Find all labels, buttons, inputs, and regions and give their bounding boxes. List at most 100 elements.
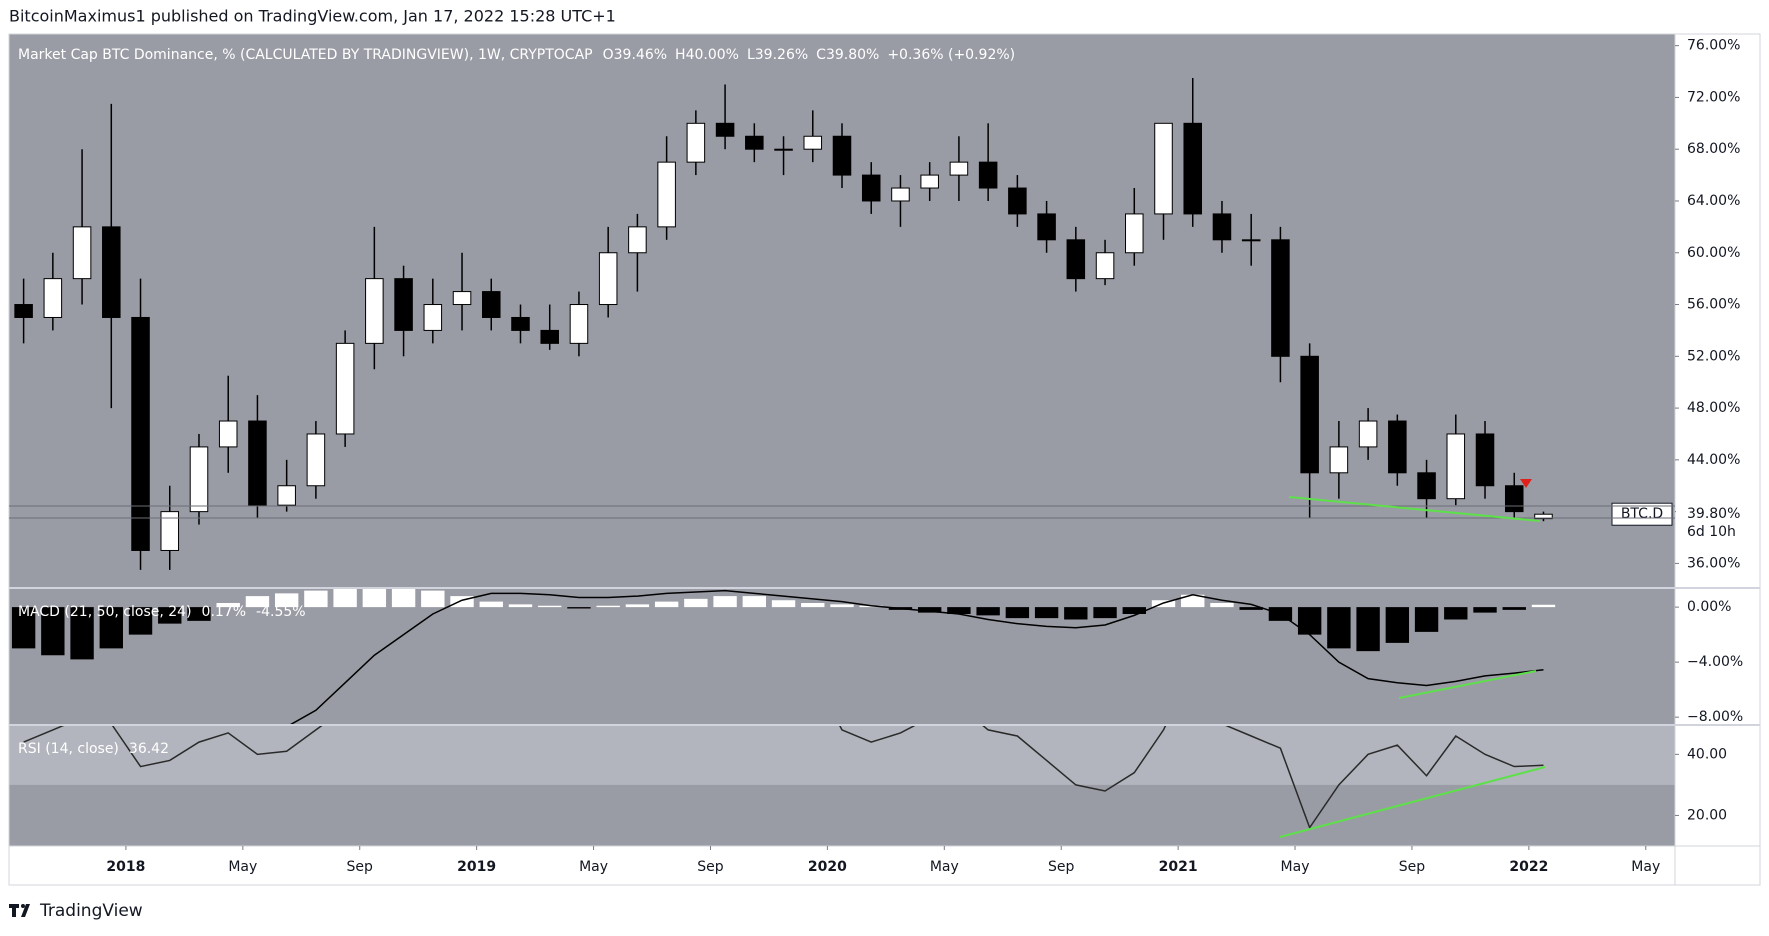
y-tick-label: 36.00% [1687, 555, 1740, 571]
candle-body [1329, 446, 1349, 474]
trendline [1279, 766, 1546, 838]
macd-histogram-bar [567, 607, 591, 609]
candle-body [774, 148, 793, 151]
ohlc-key: H [675, 47, 686, 63]
macd-histogram-bar [274, 593, 299, 608]
candle-body [1475, 433, 1495, 487]
macd-histogram-bar [713, 596, 737, 608]
candle-body [306, 433, 326, 487]
macd-histogram-bar [158, 607, 182, 624]
candle-body [978, 161, 998, 189]
macd-histogram-bar [1093, 607, 1117, 619]
macd-histogram-bar [654, 601, 679, 608]
macd-histogram-bar [304, 590, 328, 608]
macd-histogram-bar [1181, 594, 1205, 608]
price-legend: Market Cap BTC Dominance, % (CALCULATED … [18, 47, 1015, 63]
macd-histogram-bar [187, 607, 211, 621]
candle-body [394, 278, 413, 331]
x-tick-label: 2022 [1509, 859, 1548, 875]
rsi-legend: RSI (14, close) 36.42 [18, 741, 169, 757]
x-tick-label: 2019 [457, 859, 496, 875]
x-tick-label: Sep [1399, 859, 1426, 875]
macd-histogram-bar [596, 605, 620, 608]
candle-body [1388, 420, 1407, 474]
x-tick-label: May [930, 859, 959, 875]
brand-name: TradingView [39, 901, 143, 921]
x-tick-label: Sep [347, 859, 374, 875]
macd-histogram-bar [1473, 607, 1497, 613]
price-panel [14, 78, 1553, 570]
candle-body [628, 226, 647, 254]
y-tick-label: 0.00% [1687, 599, 1731, 615]
candle-body [248, 420, 267, 506]
rsi-title: RSI (14, close) [18, 741, 119, 757]
ohlc-value: 39.46% [614, 47, 667, 63]
candle-body [832, 135, 852, 176]
candle-body [1008, 187, 1027, 215]
x-tick-label: May [1631, 859, 1660, 875]
macd-histogram-bar [976, 607, 1000, 616]
macd-histogram-bar [917, 607, 942, 613]
price-tag [1676, 503, 1759, 544]
candle-body [1125, 213, 1144, 254]
macd-histogram-bar [508, 604, 533, 608]
candle-body [1417, 472, 1436, 500]
candle-body [131, 316, 150, 551]
macd-histogram-bar [1444, 607, 1468, 620]
symbol-tag [1611, 502, 1673, 526]
rsi-panel [23, 725, 1544, 830]
rsi-band [9, 725, 1675, 785]
candle-body [365, 278, 384, 344]
x-tick-label: May [579, 859, 608, 875]
y-tick-label: 20.00 [1687, 807, 1727, 823]
x-tick-label: May [228, 859, 257, 875]
ohlc-key: L [747, 47, 755, 63]
candle-body [189, 446, 209, 513]
y-tick-label: 56.00% [1687, 297, 1740, 313]
candle-body [949, 161, 969, 176]
macd-histogram-bar [362, 588, 387, 608]
macd-histogram-bar [479, 601, 503, 608]
macd-histogram-bar [450, 596, 474, 608]
macd-legend: MACD (21, 50, close, 24) 0.17% -4.55% [18, 604, 306, 620]
macd-histogram-bar [1122, 607, 1146, 614]
rsi-line [23, 725, 1544, 830]
candle-body [891, 187, 910, 202]
macd-histogram-bar [947, 607, 971, 614]
x-tick-label: Sep [697, 859, 724, 875]
y-tick-label: 52.00% [1687, 348, 1740, 364]
ohlc-value: 39.80% [826, 47, 879, 63]
y-tick-label: 44.00% [1687, 452, 1740, 468]
macd-histogram-bar [245, 596, 270, 608]
y-tick-label: 60.00% [1687, 245, 1740, 261]
candle-body [335, 342, 355, 435]
ohlc-key: C [816, 47, 826, 63]
macd-title: MACD (21, 50, close, 24) [18, 604, 192, 620]
candle-body [686, 122, 706, 163]
macd-histogram-bar [70, 607, 94, 660]
countdown: 6d 10h [1687, 524, 1736, 540]
macd-histogram-bar [1297, 607, 1322, 635]
macd-histogram-bar [830, 604, 854, 608]
macd-histogram-bar [625, 604, 650, 608]
candle-body [1066, 239, 1086, 280]
candle-body [861, 174, 881, 202]
change: +0.36% (+0.92%) [887, 47, 1015, 63]
x-tick-label: 2020 [808, 859, 847, 875]
candle-body [1154, 122, 1173, 215]
candle-body [920, 174, 939, 189]
macd-histogram-bar [538, 605, 562, 608]
candle-body [1358, 420, 1378, 448]
macd-histogram-bar [1005, 607, 1030, 619]
macd-histogram-bar [1327, 607, 1351, 649]
macd-histogram-bar [1414, 607, 1439, 632]
x-tick-label: May [1281, 859, 1310, 875]
trendline [1398, 670, 1537, 699]
macd-histogram-bar [1034, 607, 1059, 619]
candle-body [1037, 213, 1056, 241]
x-tick-label: 2018 [106, 859, 145, 875]
candle-body [511, 316, 530, 331]
candle-body [160, 511, 180, 551]
macd-value: 0.17% [202, 604, 246, 620]
